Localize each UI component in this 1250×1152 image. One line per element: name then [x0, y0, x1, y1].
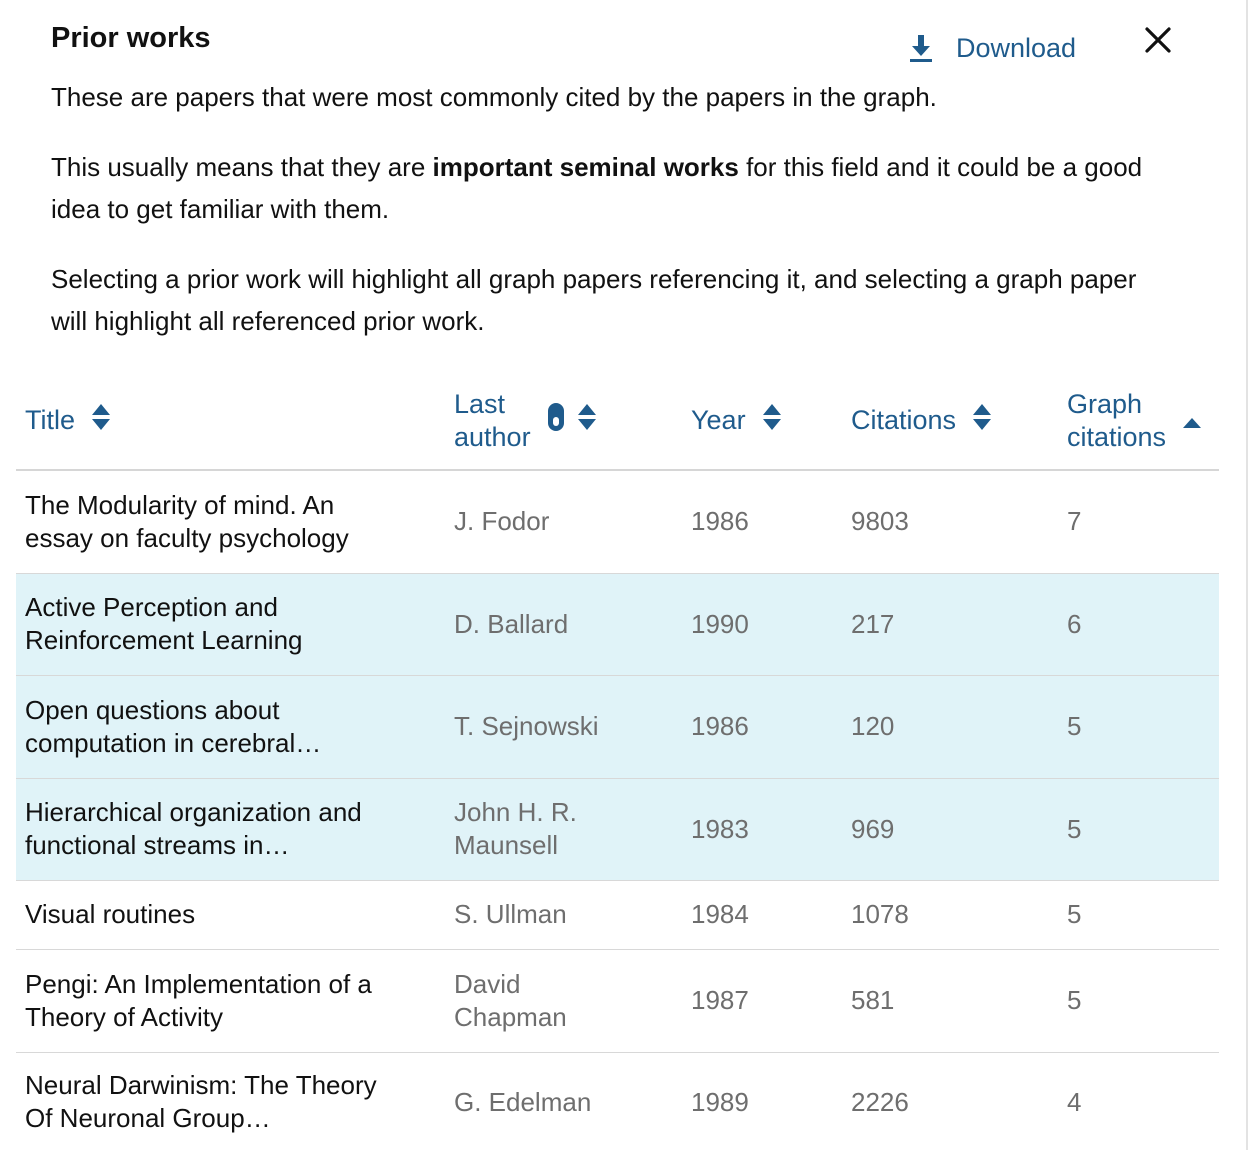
intro-p2-end: for this field and it could be a good id…	[51, 152, 1143, 224]
panel-title: Prior works	[51, 22, 211, 54]
header-year-label: Year	[691, 405, 746, 435]
row-title-text: Open questions about computation in cere…	[25, 694, 322, 758]
row-year: 1986	[682, 470, 842, 574]
row-title: Pengi: An Implementation of a Theory of …	[16, 949, 445, 1053]
header-graph-citations-line1: Graph	[1067, 388, 1143, 419]
header-year[interactable]: Year	[682, 372, 842, 471]
header-title-label: Title	[25, 405, 76, 435]
header-graph-citations-line2: citations	[1067, 421, 1167, 452]
row-graph-citations: 7	[1058, 470, 1219, 574]
header-last-author-label: Last author	[454, 388, 531, 454]
intro-text: These are papers that were most commonly…	[51, 76, 1161, 370]
row-citations: 581	[842, 949, 1058, 1053]
row-year: 1983	[682, 778, 842, 881]
intro-paragraph-1: These are papers that were most commonly…	[51, 82, 937, 112]
table-row[interactable]: Open questions about computation in cere…	[16, 675, 1219, 779]
row-author: G. Edelman	[454, 1086, 592, 1117]
row-author: S. Ullman	[445, 880, 682, 950]
table-row[interactable]: The Modularity of mind. An essay on facu…	[16, 470, 1219, 574]
row-author: David Chapman	[445, 949, 682, 1053]
row-author: J. Fodor	[445, 470, 682, 574]
table-row[interactable]: Pengi: An Implementation of a Theory of …	[16, 949, 1219, 1053]
table-header-row: Title Last author	[16, 372, 1219, 471]
table-row[interactable]: Visual routines S. Ullman 1984 1078 5	[16, 880, 1219, 950]
table-row[interactable]: Active Perception and Reinforcement Lear…	[16, 573, 1219, 676]
intro-paragraph-2: This usually means that they are importa…	[51, 146, 1161, 230]
row-citations: 120	[842, 675, 1058, 779]
table-row[interactable]: Neural Darwinism: The Theory Of Neuronal…	[16, 1052, 1219, 1152]
header-last-author[interactable]: Last author	[445, 372, 682, 471]
row-title-text: Hierarchical organization and functional…	[25, 797, 362, 860]
row-citations: 217	[842, 573, 1058, 676]
table-row[interactable]: Hierarchical organization and functional…	[16, 778, 1219, 881]
sort-both-icon	[91, 403, 111, 439]
row-graph-citations: 5	[1058, 880, 1219, 950]
row-author: T. Sejnowski	[445, 675, 682, 779]
row-graph-citations: 6	[1058, 573, 1219, 676]
intro-p2-start: This usually means that they are	[51, 152, 433, 182]
prior-works-table: Title Last author	[16, 372, 1219, 1152]
row-citations: 1078	[842, 880, 1058, 950]
sort-both-icon	[577, 403, 597, 439]
row-citations: 2226	[851, 1086, 909, 1117]
row-title: Neural Darwinism: The Theory Of Neuronal…	[16, 1052, 445, 1152]
close-icon	[1140, 27, 1176, 62]
row-year: 1986	[682, 675, 842, 779]
download-label: Download	[956, 32, 1077, 63]
sort-ascending-icon	[1182, 404, 1202, 437]
header-last-author-line1: Last	[454, 388, 506, 419]
sort-both-icon	[762, 403, 782, 439]
header-title[interactable]: Title	[16, 372, 445, 471]
sort-both-icon	[972, 403, 992, 439]
row-title-text: Pengi: An Implementation of a Theory of …	[25, 968, 372, 1032]
row-author-text: David Chapman	[454, 968, 567, 1032]
row-title-text: Visual routines	[25, 899, 196, 929]
row-title: Visual routines	[16, 880, 445, 950]
row-year: 1987	[682, 949, 842, 1053]
row-citations: 9803	[842, 470, 1058, 574]
row-graph-citations: 4	[1067, 1086, 1082, 1117]
header-last-author-line2: author	[454, 421, 531, 452]
row-graph-citations: 5	[1058, 949, 1219, 1053]
row-graph-citations: 5	[1058, 675, 1219, 779]
row-title: Active Perception and Reinforcement Lear…	[16, 573, 445, 676]
header-citations[interactable]: Citations	[842, 372, 1058, 471]
row-title-text: The Modularity of mind. An essay on facu…	[25, 489, 349, 553]
header-graph-citations[interactable]: Graph citations	[1058, 372, 1219, 471]
row-year: 1984	[682, 880, 842, 950]
row-year: 1989	[691, 1086, 749, 1117]
row-author-text: John H. R. Maunsell	[454, 797, 577, 860]
row-author: D. Ballard	[445, 573, 682, 676]
row-title: Hierarchical organization and functional…	[16, 778, 445, 881]
mouse-icon	[547, 402, 565, 440]
intro-p2-emphasis: important seminal works	[432, 152, 739, 182]
row-title: Open questions about computation in cere…	[16, 675, 445, 779]
row-citations: 969	[842, 778, 1058, 881]
intro-paragraph-3: Selecting a prior work will highlight al…	[51, 264, 1137, 336]
download-button[interactable]: Download	[908, 28, 1076, 68]
row-title-text: Active Perception and Reinforcement Lear…	[25, 592, 303, 655]
row-title-text: Neural Darwinism: The Theory Of Neuronal…	[25, 1070, 377, 1134]
close-button[interactable]	[1140, 22, 1176, 58]
row-year: 1990	[682, 573, 842, 676]
row-title: The Modularity of mind. An essay on facu…	[16, 470, 445, 574]
row-graph-citations: 5	[1058, 778, 1219, 881]
header-graph-citations-label: Graph citations	[1067, 388, 1166, 454]
download-icon	[908, 33, 934, 63]
header-citations-label: Citations	[851, 405, 957, 435]
row-author: John H. R. Maunsell	[445, 778, 682, 881]
